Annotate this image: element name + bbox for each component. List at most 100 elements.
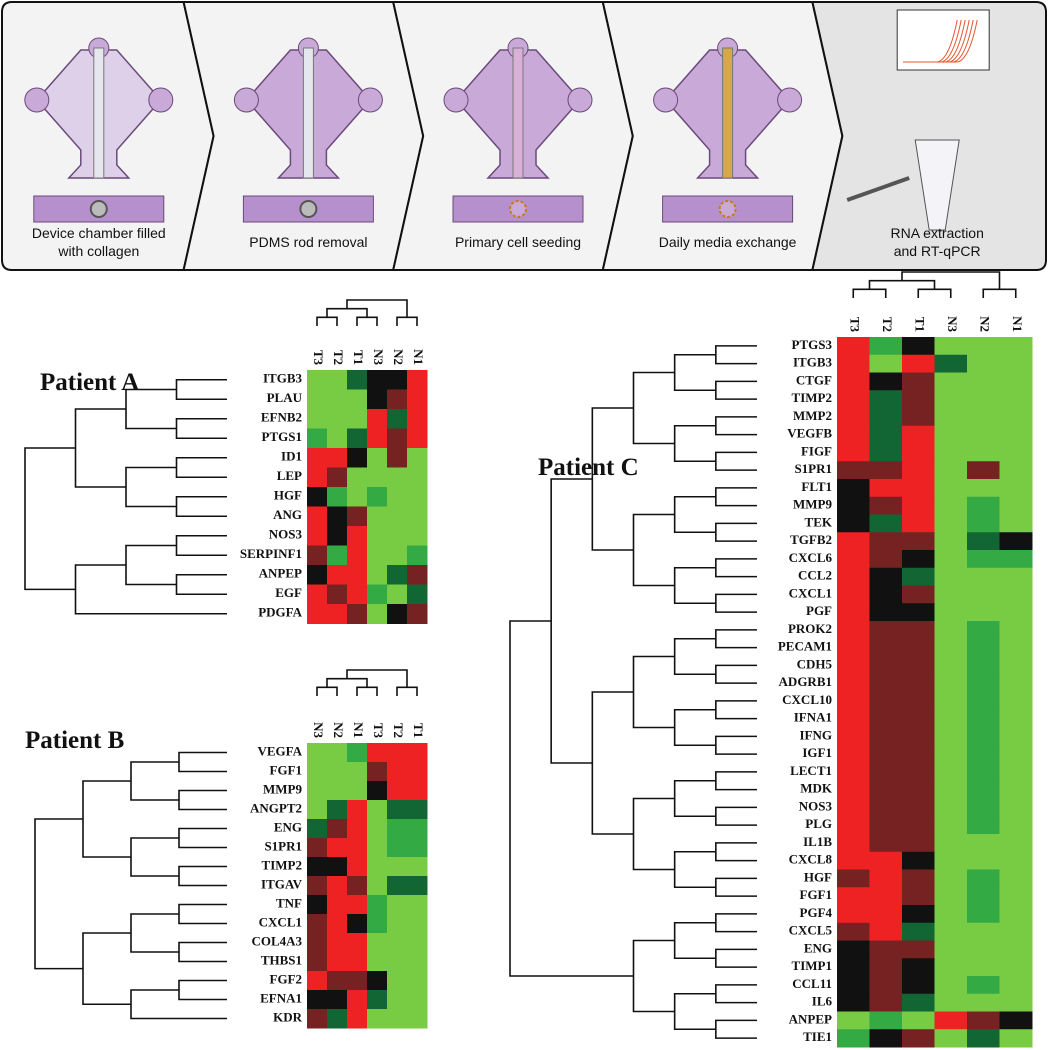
heatmap-cell [347, 743, 368, 763]
heatmap-cell [870, 816, 903, 834]
heatmap-cell [935, 816, 968, 834]
heatmap-cell [967, 887, 1000, 905]
heatmap-cell [387, 1009, 408, 1029]
heatmap-cell [307, 971, 328, 991]
heatmap-cell [307, 370, 328, 390]
heatmap-cell [1000, 816, 1033, 834]
heatmap-cell [347, 370, 368, 390]
heatmap-cell [935, 781, 968, 799]
heatmap-cell [327, 507, 348, 527]
heatmap-cell [327, 390, 348, 410]
sample-label: N2 [977, 316, 992, 332]
heatmap-cell [902, 461, 935, 479]
dendrogram [177, 458, 228, 478]
heatmap-cell [870, 852, 903, 870]
gene-label: S1PR1 [264, 838, 302, 853]
heatmap-cell [407, 762, 428, 782]
heatmap-cell [837, 337, 870, 355]
heatmap-cell [327, 370, 348, 390]
heatmap-cell [307, 429, 328, 449]
heatmap-cell [387, 781, 408, 801]
gene-label: EFNA1 [260, 990, 302, 1005]
gene-label: TNF [276, 895, 302, 910]
heatmap-cell [1000, 444, 1033, 462]
heatmap-cell [347, 800, 368, 820]
gene-label: TIE1 [803, 1029, 832, 1044]
heatmap-cell [967, 852, 1000, 870]
heatmap-cell [935, 692, 968, 710]
heatmap-cell [870, 497, 903, 515]
heatmap-cell [870, 799, 903, 817]
heatmap-cell [347, 857, 368, 877]
dendrogram [675, 639, 716, 675]
dendrogram [327, 309, 367, 318]
heatmap-cell [935, 745, 968, 763]
gene-label: CCL2 [798, 568, 832, 583]
heatmap-cell [347, 819, 368, 839]
heatmap-cell [367, 762, 388, 782]
gene-label: EGF [275, 585, 302, 600]
heatmap-cell [367, 429, 388, 449]
heatmap-cell [307, 762, 328, 782]
heatmap-cell [1000, 781, 1033, 799]
heatmap-cell [1000, 692, 1033, 710]
heatmap-cell [967, 444, 1000, 462]
heatmap-cell [870, 923, 903, 941]
heatmap-cell [967, 639, 1000, 657]
heatmap-cell [347, 546, 368, 566]
heatmap-cell [837, 816, 870, 834]
gene-label: IFNG [800, 727, 833, 742]
heatmap-cell [307, 565, 328, 585]
sample-label: T2 [880, 317, 895, 332]
heatmap-cell [367, 876, 388, 896]
heatmap-cell [327, 546, 348, 566]
heatmap-cell [327, 876, 348, 896]
heatmap-cell [1000, 337, 1033, 355]
heatmap-cell [967, 923, 1000, 941]
dendrogram [716, 914, 757, 932]
heatmap-cell [407, 429, 428, 449]
heatmap-cell [387, 762, 408, 782]
heatmap-cell [902, 337, 935, 355]
dendrogram [179, 753, 227, 772]
heatmap-cell [837, 408, 870, 426]
gene-label: PLAU [267, 390, 303, 405]
heatmap-cell [407, 800, 428, 820]
heatmap-cell [387, 390, 408, 410]
gene-label: CCL11 [792, 976, 832, 991]
patient-title: Patient C [538, 454, 639, 481]
heatmap-cell [347, 507, 368, 527]
heatmap-cell [967, 994, 1000, 1012]
heatmap-cell [327, 990, 348, 1010]
heatmap-cell [935, 994, 968, 1012]
dendrogram [675, 568, 716, 604]
cross-section-lumen [91, 201, 107, 217]
heatmap-cell [347, 952, 368, 972]
heatmap-cell [327, 448, 348, 468]
heatmap-cell [1000, 461, 1033, 479]
gene-label: TIMP2 [262, 857, 302, 872]
heatmap-cell [1000, 479, 1033, 497]
heatmap-cell [327, 914, 348, 934]
dendrogram [634, 799, 675, 870]
heatmap-cell [367, 409, 388, 429]
heatmap-cell [367, 487, 388, 507]
heatmap-cell [935, 568, 968, 586]
sample-label: T2 [331, 350, 346, 365]
heatmap-cell [387, 448, 408, 468]
heatmap-cell [935, 373, 968, 391]
heatmap-cell [967, 781, 1000, 799]
heatmap-cell [902, 958, 935, 976]
heatmap-cell [902, 887, 935, 905]
heatmap-cell [967, 408, 1000, 426]
heatmap-cell [902, 816, 935, 834]
heatmap-cell [387, 409, 408, 429]
heatmap-cell [935, 710, 968, 728]
heatmap-cell [967, 586, 1000, 604]
heatmap-cell [837, 461, 870, 479]
heatmap-cell [347, 409, 368, 429]
heatmap-cell [837, 603, 870, 621]
channel [723, 48, 733, 178]
gene-label: VEGFA [257, 743, 302, 758]
heatmap-cell [307, 838, 328, 858]
